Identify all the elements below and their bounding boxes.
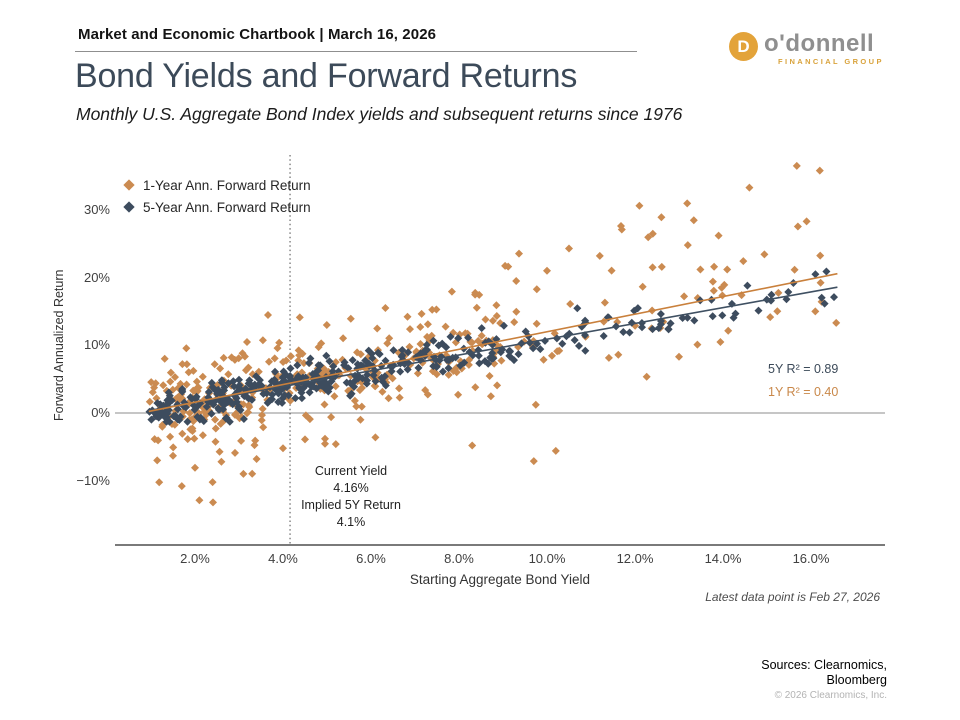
logo-mark-icon: D [729,32,758,61]
legend-label: 5-Year Ann. Forward Return [143,199,311,215]
x-axis-title: Starting Aggregate Bond Yield [409,572,591,587]
sources-note: Sources: Clearnomics, Bloomberg [640,658,887,688]
x-tick-label: 8.0% [444,551,474,566]
annotation-line: Implied 5Y Return [301,498,401,512]
r2-1y-label: 1Y R² = 0.40 [768,385,839,399]
page-subtitle: Monthly U.S. Aggregate Bond Index yields… [76,104,683,124]
x-tick-label: 12.0% [616,551,654,566]
x-tick-label: 6.0% [356,551,386,566]
latest-data-note: Latest data point is Feb 27, 2026 [705,590,880,604]
legend-item-1y: 1-Year Ann. Forward Return [123,174,311,196]
legend-item-5y: 5-Year Ann. Forward Return [123,196,311,218]
current-yield-annotation: Current Yield 4.16% Implied 5Y Return 4.… [291,463,411,531]
logo-wordmark: o'donnell [764,30,875,57]
x-tick-label: 14.0% [704,551,742,566]
y-axis-title: Forward Annualized Return [52,269,66,422]
diamond-icon [123,201,135,213]
y-tick-label: 30% [83,201,110,217]
legend-label: 1-Year Ann. Forward Return [143,177,311,193]
x-tick-label: 10.0% [528,551,566,566]
x-tick-label: 16.0% [792,551,830,566]
sources-line: Sources: Clearnomics, [761,658,887,672]
r2-5y-label: 5Y R² = 0.89 [768,362,839,376]
r-squared-annotation: 5Y R² = 0.89 1Y R² = 0.40 [768,358,838,404]
header-divider [75,51,637,52]
chart-legend: 1-Year Ann. Forward Return 5-Year Ann. F… [123,174,311,218]
copyright-note: © 2026 Clearnomics, Inc. [774,690,887,701]
page-title: Bond Yields and Forward Returns [75,57,578,95]
logo-tagline: FINANCIAL GROUP [778,57,884,66]
y-tick-label: 0% [91,405,110,420]
company-logo: D o'donnell FINANCIAL GROUP [726,30,896,70]
annotation-line: 4.1% [336,515,366,529]
diamond-icon [123,179,135,191]
y-tick-label: −10% [76,472,110,488]
y-tick-label: 10% [83,337,110,353]
x-tick-label: 2.0% [180,551,210,566]
y-tick-label: 20% [83,269,110,285]
annotation-line: 4.16% [333,481,369,495]
header-title: Market and Economic Chartbook | March 16… [78,26,437,43]
annotation-line: Current Yield [314,464,388,478]
x-tick-label: 4.0% [268,551,298,566]
sources-line: Bloomberg [826,673,887,687]
